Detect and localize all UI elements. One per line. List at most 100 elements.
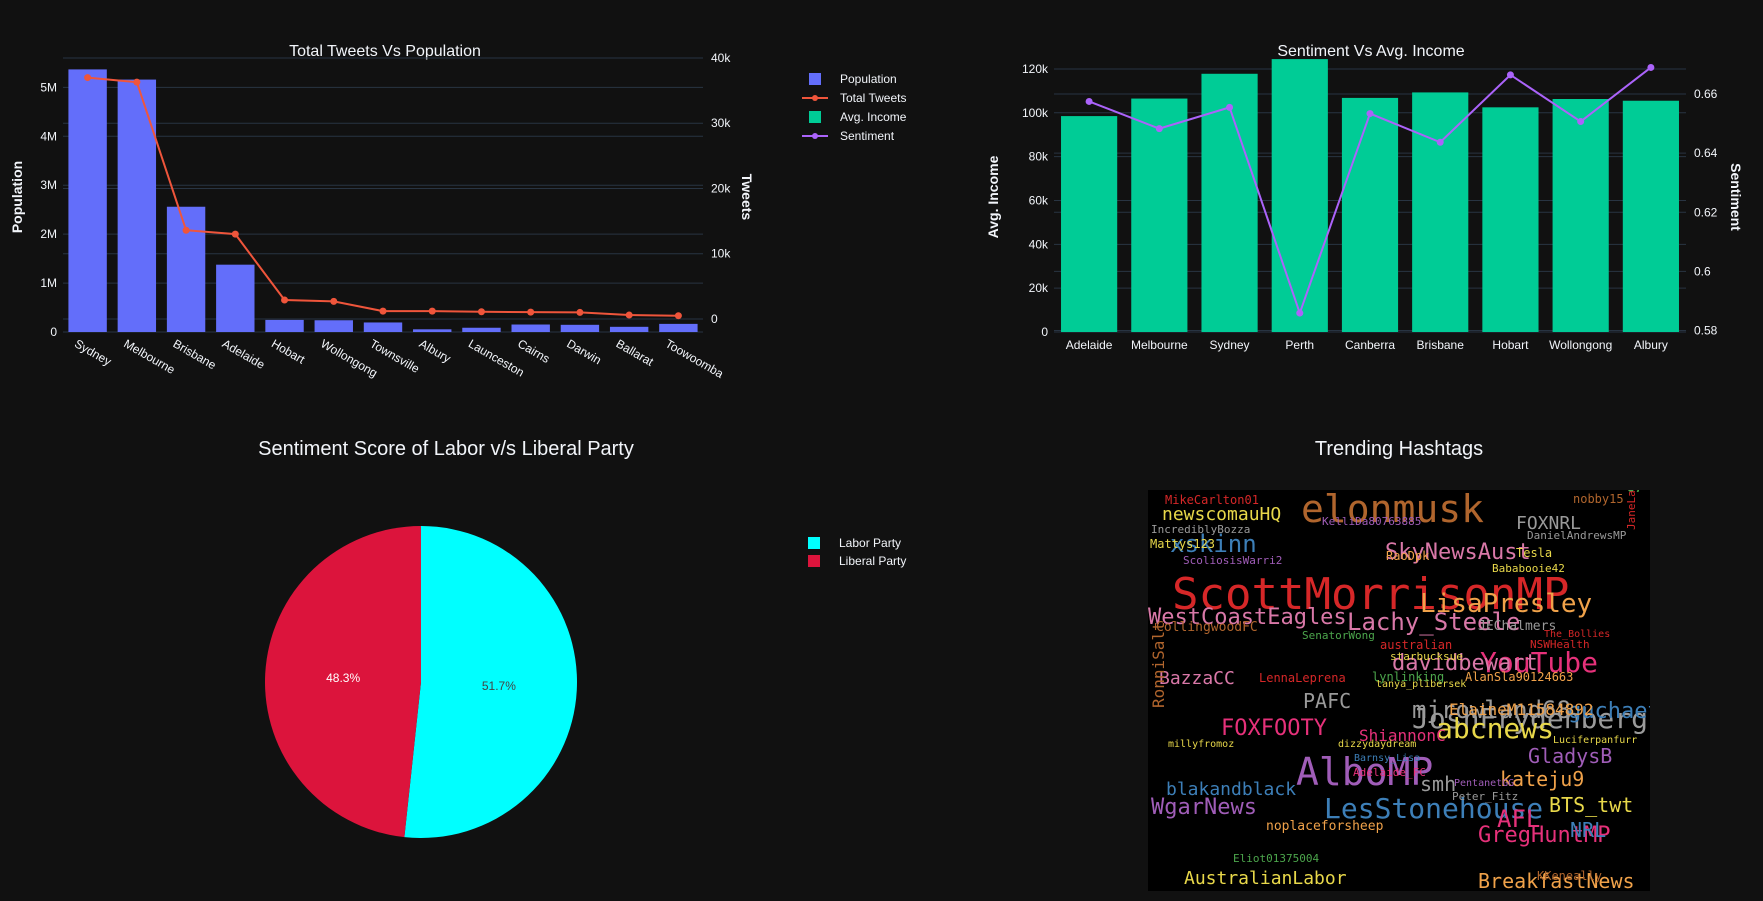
line-point-hobart[interactable] <box>1506 71 1514 79</box>
bar-canberra[interactable] <box>1341 97 1399 332</box>
line-point-launceston[interactable] <box>477 308 485 316</box>
pie-slice-labor-party[interactable] <box>404 526 578 839</box>
line-point-toowoomba[interactable] <box>674 312 682 320</box>
bar-albury[interactable] <box>413 329 452 332</box>
bar-hobart[interactable] <box>265 319 304 332</box>
line-point-albury[interactable] <box>1647 63 1655 71</box>
line-point-melbourne[interactable] <box>1155 125 1163 133</box>
pie-value-labels: 51.7% 48.3% <box>326 671 516 693</box>
y-axis-label: Population <box>9 161 25 233</box>
hashtag-word: smh <box>1420 772 1457 796</box>
line-point-sydney[interactable] <box>1226 103 1234 111</box>
hashtag-word: KelliDa80763885 <box>1322 515 1422 528</box>
bar-hobart[interactable] <box>1482 107 1539 332</box>
bar-melbourne[interactable] <box>1131 98 1188 332</box>
x-tick-label: Toowoomba <box>663 336 726 381</box>
bar-melbourne[interactable] <box>117 79 157 332</box>
x-tick-label: Adelaide <box>220 336 268 372</box>
hashtag-word: FOXFOOTY <box>1221 716 1327 741</box>
hashtag-word: JaneLaro <box>1625 490 1638 530</box>
line-point-hobart[interactable] <box>281 296 289 304</box>
line-point-melbourne[interactable] <box>133 78 141 86</box>
hashtag-word: AustralianLabor <box>1184 868 1347 889</box>
bar-toowoomba[interactable] <box>659 323 698 332</box>
line-point-brisbane[interactable] <box>1436 138 1444 146</box>
legend-color-swatch <box>808 537 820 549</box>
hashtag-word: WestCoastEagles <box>1148 605 1347 630</box>
legend-pie[interactable]: Labor Party Liberal Party <box>808 536 906 568</box>
legend-item-sentiment[interactable]: Sentiment <box>802 129 895 143</box>
hashtag-word: Mattys123 <box>1150 537 1216 551</box>
y-tick-label: 120k <box>1022 62 1049 76</box>
y2-tick-label: 0.58 <box>1694 324 1718 338</box>
y2-tick-labels: 0 10k 20k 30k 40k <box>711 51 731 326</box>
legend-color-swatch <box>809 73 821 85</box>
trending-hashtags-wordcloud: ScottMorrisonMP elonmusk AlboMP LesStonehou… <box>1148 490 1650 891</box>
x-tick-label: Brisbane <box>171 336 219 372</box>
line-point-adelaide[interactable] <box>231 230 239 238</box>
chart-title: Total Tweets Vs Population <box>289 43 481 60</box>
bar-darwin[interactable] <box>560 324 600 332</box>
line-point-perth[interactable] <box>1296 309 1304 317</box>
hashtag-word: KKeneally <box>1537 869 1603 883</box>
line-point-brisbane[interactable] <box>182 226 190 234</box>
hashtag-word: The_Bollies <box>1544 629 1611 640</box>
bar-launceston[interactable] <box>462 327 501 332</box>
y2-tick-label: 10k <box>711 247 731 261</box>
bar-brisbane[interactable] <box>1412 92 1469 332</box>
bar-albury[interactable] <box>1622 100 1679 332</box>
legend-item-labor-party[interactable]: Labor Party <box>808 536 901 550</box>
x-tick-label: Ballarat <box>614 336 657 369</box>
hashtag-word: LesStonehouse <box>1324 792 1544 825</box>
hashtag-word: ElaineM11584892 <box>1449 700 1594 719</box>
legend-item-avg-income[interactable]: Avg. Income <box>809 110 907 124</box>
legend-label: Population <box>840 72 897 86</box>
line-point-sydney[interactable] <box>84 74 92 82</box>
hashtag-word: SenatorWong <box>1302 629 1375 642</box>
bar-wollongong[interactable] <box>314 320 353 332</box>
tweets-population-chart: Total Tweets Vs Population 0 1M 2M 3M 4M 5M 0… <box>9 43 755 381</box>
hashtag-word: PentanetGG <box>1454 778 1515 789</box>
bar-wollongong[interactable] <box>1552 98 1609 332</box>
hashtag-word: davidbewart <box>1392 651 1538 676</box>
y2-axis-label: Tweets <box>739 174 755 221</box>
legend-color-swatch <box>808 555 820 567</box>
legend-item-population[interactable]: Population <box>809 72 897 86</box>
y-tick-labels: 0 20k 40k 60k 80k 100k 120k <box>1022 62 1049 339</box>
legend-item-liberal-party[interactable]: Liberal Party <box>808 554 906 568</box>
y-tick-label: 20k <box>1029 281 1049 295</box>
x-tick-label: Melbourne <box>121 336 177 377</box>
bar-adelaide[interactable] <box>216 264 255 332</box>
y2-tick-label: 40k <box>711 51 731 65</box>
bar-townsville[interactable] <box>363 322 403 332</box>
y2-tick-label: 30k <box>711 116 731 130</box>
hashtag-word: Lachy_Steele <box>1347 608 1521 636</box>
x-tick-label: Perth <box>1285 338 1314 352</box>
hashtag-word: MikeCarlton01 <box>1165 493 1259 507</box>
line-point-canberra[interactable] <box>1366 110 1374 118</box>
gridlines <box>63 57 703 333</box>
legend-item-total-tweets[interactable]: Total Tweets <box>802 91 906 105</box>
bar-adelaide[interactable] <box>1061 116 1118 332</box>
bar-ballarat[interactable] <box>609 326 649 332</box>
line-point-wollongong[interactable] <box>1577 118 1585 126</box>
hashtag-word: Eliot01375004 <box>1233 852 1320 865</box>
bar-cairns[interactable] <box>511 324 550 332</box>
line-point-townsville[interactable] <box>379 307 387 315</box>
line-point-darwin[interactable] <box>576 308 584 316</box>
pie-slice-liberal-party[interactable] <box>265 526 421 838</box>
x-tick-label: Albury <box>1634 338 1668 352</box>
bar-perth[interactable] <box>1271 59 1328 332</box>
line-point-ballarat[interactable] <box>625 311 633 319</box>
line-point-wollongong[interactable] <box>330 297 338 305</box>
hashtag-word: Bababooie42 <box>1492 562 1565 575</box>
line-point-albury[interactable] <box>428 307 436 315</box>
bar-sydney[interactable] <box>1201 73 1258 332</box>
bar-brisbane[interactable] <box>166 206 206 332</box>
legend-top[interactable]: Population Total Tweets Avg. Income Sentime… <box>802 72 907 143</box>
party-sentiment-pie-chart: Sentiment Score of Labor v/s Liberal Par… <box>258 438 634 839</box>
line-point-adelaide[interactable] <box>1085 97 1093 105</box>
line-point-cairns[interactable] <box>527 308 535 316</box>
bar-sydney[interactable] <box>68 69 107 332</box>
hashtag-word: DanielAndrewsMP <box>1527 529 1627 542</box>
